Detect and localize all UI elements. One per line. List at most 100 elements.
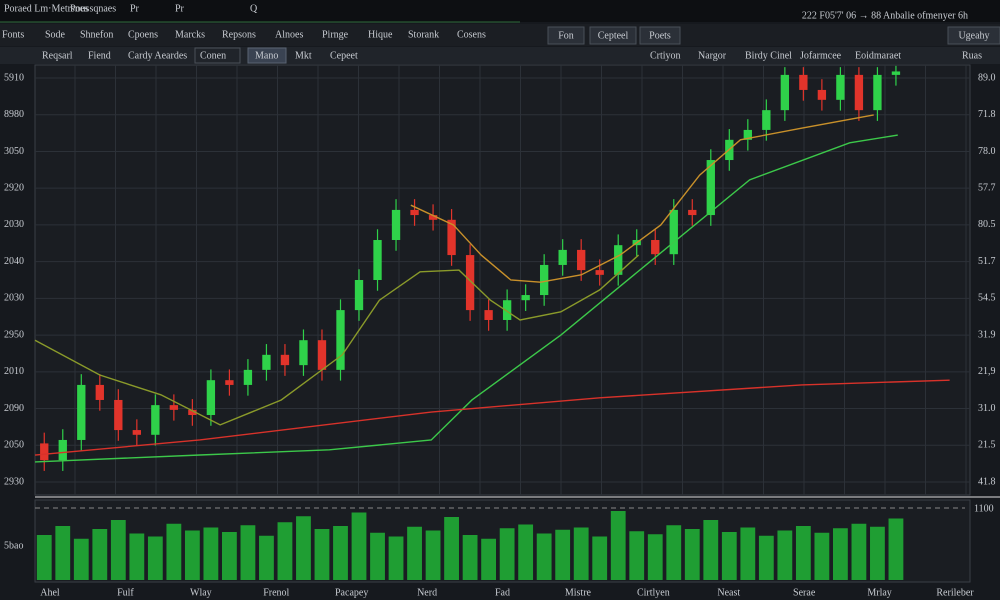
tool-item[interactable]: Cepeet [330,50,358,61]
candle-body [817,89,827,100]
candle-body [688,209,697,216]
menu-item[interactable]: Pirnge [322,29,349,40]
x-axis-label: Cirtlyen [637,587,670,598]
volume-bar [203,527,219,580]
candle-body [558,249,567,265]
volume-bar [481,538,497,580]
volume-bar [499,528,515,580]
candle-body [465,255,475,311]
candle-body [502,300,512,320]
candle-body [614,245,623,275]
top-item: Pr [175,3,185,14]
volume-bar [629,531,645,580]
volume-bar [684,529,700,580]
volume-bar [703,520,719,580]
tool-item[interactable]: Fiend [88,50,111,61]
volume-bar [184,530,200,580]
x-axis-label: Nerd [417,587,437,598]
menu-item[interactable]: Fonts [2,29,24,40]
volume-bar [814,532,830,580]
candle-body [151,405,160,435]
x-axis-label: Mistre [565,587,592,598]
moving-average [410,114,874,283]
left-axis-label: 2030 [4,219,24,230]
volume-bar [314,529,330,580]
candle-body [225,380,234,385]
candle-body [799,74,808,90]
tool-item[interactable]: Mkt [295,50,312,61]
tool-item[interactable]: Cardy Aeardes [128,50,187,61]
menu-item[interactable]: Shnefon [80,29,113,40]
tool-item[interactable]: Reqsarl [42,50,73,61]
menu-button[interactable] [947,26,1000,45]
tool-item[interactable]: Ruas [962,50,982,61]
left-axis-label: 2010 [4,366,24,377]
menu-item[interactable]: Sode [45,29,66,40]
volume-bar [462,535,478,580]
candle-body [743,129,752,140]
menu-item[interactable]: Alnoes [275,29,303,40]
moving-average [34,134,898,463]
menu-item[interactable]: Cosens [457,29,486,40]
volume-bar [222,532,237,580]
menu-item[interactable]: Cpoens [128,29,158,40]
volume-bar [333,526,348,580]
right-axis-label: 80.5 [978,219,996,230]
x-axis-label: Fad [495,587,510,598]
left-axis-label: 2050 [4,440,24,451]
menu-button-label[interactable]: Fon [558,30,574,41]
volume-bar [110,520,126,580]
volume-bar [888,518,904,580]
menu-button-label[interactable]: Poets [649,30,671,41]
menu-button[interactable] [547,26,585,45]
right-axis-label: 31.0 [978,403,996,414]
candle-body [391,209,401,241]
volume-bar [296,516,311,580]
volume-bar [666,525,682,580]
candle-body [262,354,271,370]
right-axis-label: 89.0 [978,72,996,83]
volume-bar [147,536,163,580]
menu-button-label[interactable]: Ugeahy [958,30,989,41]
x-axis-label: Ahel [40,587,60,598]
candle-body [373,240,382,280]
volume-bar [832,528,848,580]
menu-button[interactable] [589,26,637,45]
volume-bar [240,525,256,580]
volume-bar [351,512,367,580]
tool-item[interactable]: Nargor [698,50,727,61]
right-axis-label: 51.7 [978,256,996,267]
tool-box-active [247,47,287,64]
tool-item[interactable]: Jofarmcee [800,50,842,61]
tool-item[interactable]: Crtiyon [650,50,681,61]
tool-item[interactable]: Eoidmaraet [855,50,901,61]
menu-item[interactable]: Storank [408,29,439,40]
volume-bar [610,511,626,580]
candle-body [428,215,438,220]
volume-bar [592,536,608,580]
volume-bar [518,524,534,580]
volume-bar [740,527,756,580]
left-axis-label: 5910 [4,72,24,83]
tool-item[interactable]: Birdy Cinel [745,50,792,61]
menu-item[interactable]: Hique [368,29,393,40]
tool-item[interactable]: Conen [200,50,226,61]
candle-body [539,264,549,296]
x-axis-label: Serae [793,587,816,598]
left-axis-label: 2030 [4,293,24,304]
menu-button-label[interactable]: Cepteel [598,30,629,41]
menu-item[interactable]: Repsons [222,29,256,40]
right-axis-label: 57.7 [978,182,996,193]
tool-item[interactable]: Mano [255,50,278,61]
menu-button[interactable] [639,26,681,45]
left-axis-label: 3050 [4,146,24,157]
menu-item[interactable]: Marcks [175,29,205,40]
volume-bar [92,529,108,580]
candle-body [58,439,67,461]
volume-bar [259,535,274,580]
candle-body [854,74,864,111]
volume-bar [555,529,571,580]
candle-body [188,409,197,416]
candle-body [780,74,790,111]
volume-bar [536,533,552,580]
